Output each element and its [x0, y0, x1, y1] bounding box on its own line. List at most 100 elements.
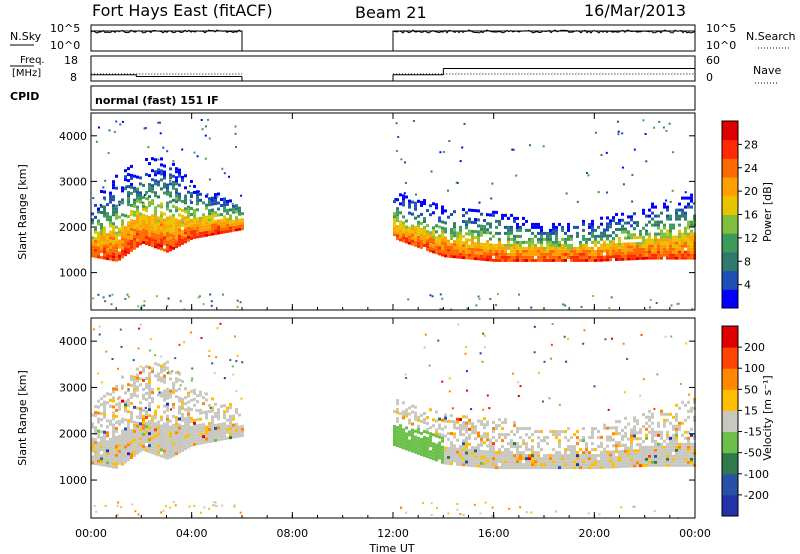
velocity-speck: [451, 407, 454, 410]
power-cell: [106, 239, 109, 243]
velocity-cell: [133, 438, 136, 442]
velocity-cell: [136, 427, 139, 431]
power-cell: [531, 231, 534, 235]
velocity-cell: [435, 443, 438, 447]
velocity-cell: [417, 430, 420, 434]
velocity-cell: [160, 364, 163, 368]
power-speck: [140, 183, 143, 186]
power-cell: [531, 237, 534, 241]
power-cell: [591, 246, 594, 250]
power-cell: [220, 204, 223, 207]
power-cell: [166, 231, 169, 235]
velocity-cell: [100, 418, 103, 422]
velocity-cell: [124, 403, 127, 407]
power-cell: [411, 212, 414, 216]
power-speck: [207, 118, 209, 121]
velocity-cell: [238, 431, 241, 435]
velocity-cell: [630, 443, 633, 447]
velocity-cell: [561, 463, 564, 467]
velocity-cell: [133, 375, 136, 379]
power-cell: [519, 258, 522, 262]
velocity-cell: [154, 452, 157, 456]
power-cell: [154, 158, 157, 162]
velocity-cell: [540, 430, 543, 434]
power-cell: [477, 209, 480, 213]
nsky-segment: [90, 30, 243, 51]
power-cell: [112, 183, 115, 187]
power-cell: [531, 249, 534, 253]
power-cell: [408, 199, 411, 203]
power-cell: [166, 237, 169, 241]
power-cell: [579, 246, 582, 250]
power-cell: [645, 250, 648, 254]
power-cell: [561, 225, 564, 229]
power-cell: [480, 257, 483, 261]
velocity-cell: [552, 466, 555, 470]
power-cell: [609, 255, 612, 259]
power-cell: [462, 250, 465, 254]
velocity-speck: [512, 372, 515, 375]
power-cell: [106, 242, 109, 246]
power-cell: [444, 236, 447, 240]
velocity-cell: [447, 446, 450, 450]
power-cell: [642, 235, 645, 239]
velocity-cell: [624, 425, 627, 429]
power-cell: [471, 241, 474, 245]
power-cell: [127, 173, 130, 177]
power-cell: [627, 233, 630, 237]
power-speck: [404, 181, 407, 184]
power-cell: [163, 164, 166, 168]
power-cell: [687, 223, 690, 227]
velocity-cell: [399, 445, 402, 449]
velocity-cell: [690, 460, 693, 464]
power-cell: [166, 192, 169, 196]
power-cell: [600, 222, 603, 226]
velocity-cell: [645, 436, 648, 440]
power-cell: [169, 194, 172, 198]
velocity-cell: [103, 415, 106, 419]
power-cell: [402, 239, 405, 243]
velocity-cell: [106, 461, 109, 465]
power-cell: [648, 235, 651, 239]
velocity-cell: [525, 466, 528, 470]
velocity-cell: [660, 460, 663, 464]
velocity-y-tick-label: 4000: [59, 335, 87, 348]
power-speck: [107, 152, 110, 155]
power-cell: [172, 225, 175, 229]
velocity-speck: [563, 335, 566, 338]
power-cell: [555, 246, 558, 250]
power-cell: [160, 223, 163, 227]
velocity-cell: [468, 448, 471, 452]
power-cell: [211, 202, 214, 206]
power-cell: [217, 201, 220, 205]
power-cell: [570, 255, 573, 259]
velocity-cell: [591, 433, 594, 437]
power-speck: [439, 151, 442, 154]
velocity-cell: [468, 442, 471, 446]
velocity-near-speck: [430, 502, 433, 505]
power-cell: [633, 233, 636, 237]
velocity-cell: [675, 436, 678, 440]
power-cell: [609, 246, 612, 250]
velocity-cell: [145, 431, 148, 434]
velocity-cell: [100, 460, 103, 464]
velocity-cell: [151, 433, 154, 437]
power-near-speck: [475, 304, 478, 307]
power-cell: [399, 202, 402, 206]
velocity-cell: [223, 428, 226, 432]
power-cell: [486, 240, 489, 244]
power-cell: [504, 249, 507, 253]
power-cell: [612, 240, 615, 244]
power-cell: [477, 251, 480, 255]
velocity-cell: [450, 432, 453, 436]
power-cell: [106, 233, 109, 237]
power-cell: [127, 200, 130, 204]
velocity-cell: [522, 442, 525, 446]
power-cell: [124, 244, 127, 248]
velocity-cell: [534, 430, 537, 434]
power-cell: [405, 234, 408, 238]
power-cell: [130, 218, 133, 222]
power-cell: [202, 219, 205, 223]
velocity-cell: [648, 454, 651, 458]
velocity-cell: [660, 448, 663, 452]
